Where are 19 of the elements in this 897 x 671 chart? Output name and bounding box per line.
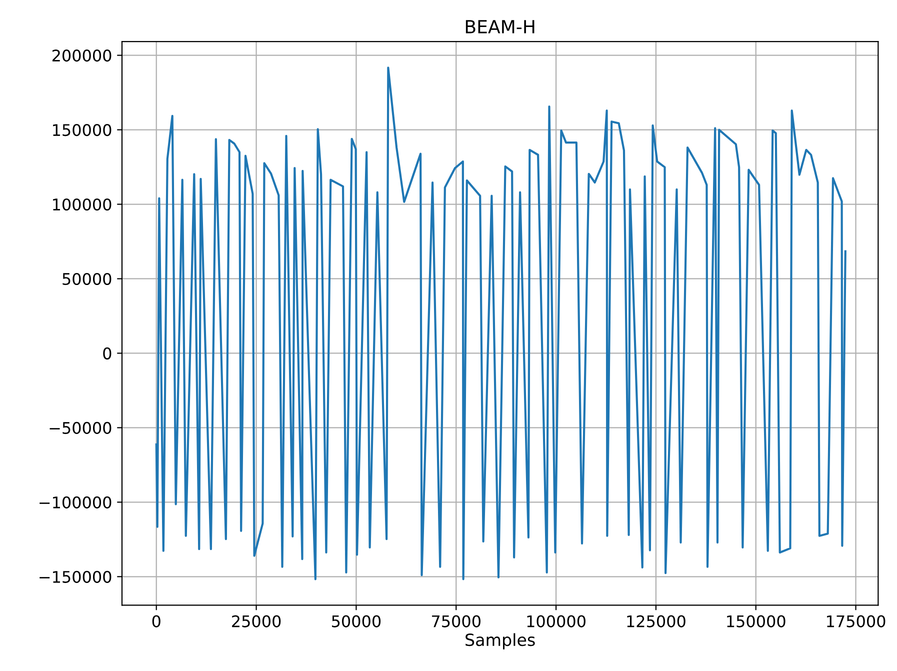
y-tick-label: −150000: [40, 570, 112, 583]
x-tick-label: 75000: [432, 615, 480, 628]
x-tick-label: 25000: [232, 615, 281, 628]
y-tick-label: −100000: [40, 496, 112, 508]
x-tick-label: 0: [152, 615, 160, 628]
x-tick-label: 175000: [827, 615, 886, 628]
x-tick-label: 50000: [332, 615, 381, 628]
x-tick-label: 125000: [627, 615, 686, 628]
y-tick-label: −50000: [50, 422, 112, 434]
y-tick-label: 0: [103, 347, 112, 360]
line-series: [155, 66, 846, 580]
x-tick-label: 150000: [727, 615, 786, 628]
x-tick-label: 100000: [527, 615, 586, 628]
y-tick-label: 200000: [52, 50, 112, 62]
y-tick-label: 50000: [62, 272, 112, 286]
chart-title: BEAM-H: [466, 20, 534, 34]
x-axis-title: Samples: [466, 633, 535, 650]
y-tick-label: 150000: [53, 124, 112, 136]
y-tick-label: 100000: [53, 198, 112, 211]
